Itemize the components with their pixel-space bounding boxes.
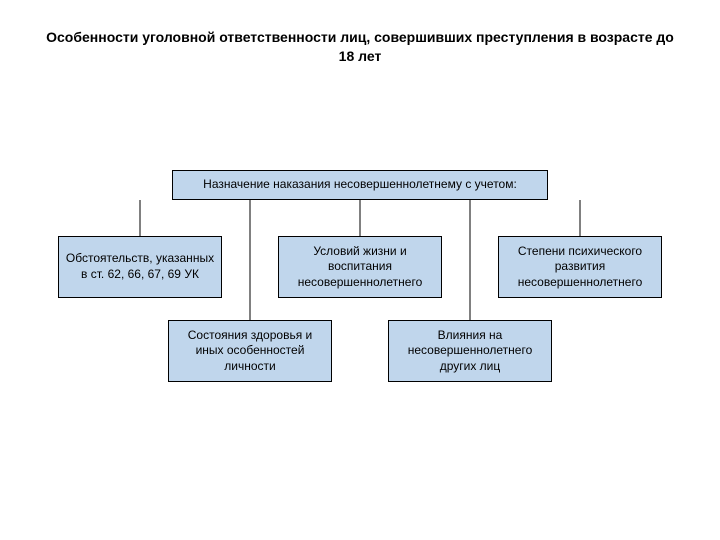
child-box-4: Состояния здоровья и иных особенностей л… [168,320,332,382]
page-title: Особенности уголовной ответственности ли… [44,28,676,66]
child-box-5: Влияния на несовершеннолетнего других ли… [388,320,552,382]
child-box-1: Обстоятельств, указанных в ст. 62, 66, 6… [58,236,222,298]
child-box-3: Степени психического развития несовершен… [498,236,662,298]
child-box-2: Условий жизни и воспитания несовершеннол… [278,236,442,298]
root-box: Назначение наказания несовершеннолетнему… [172,170,548,200]
